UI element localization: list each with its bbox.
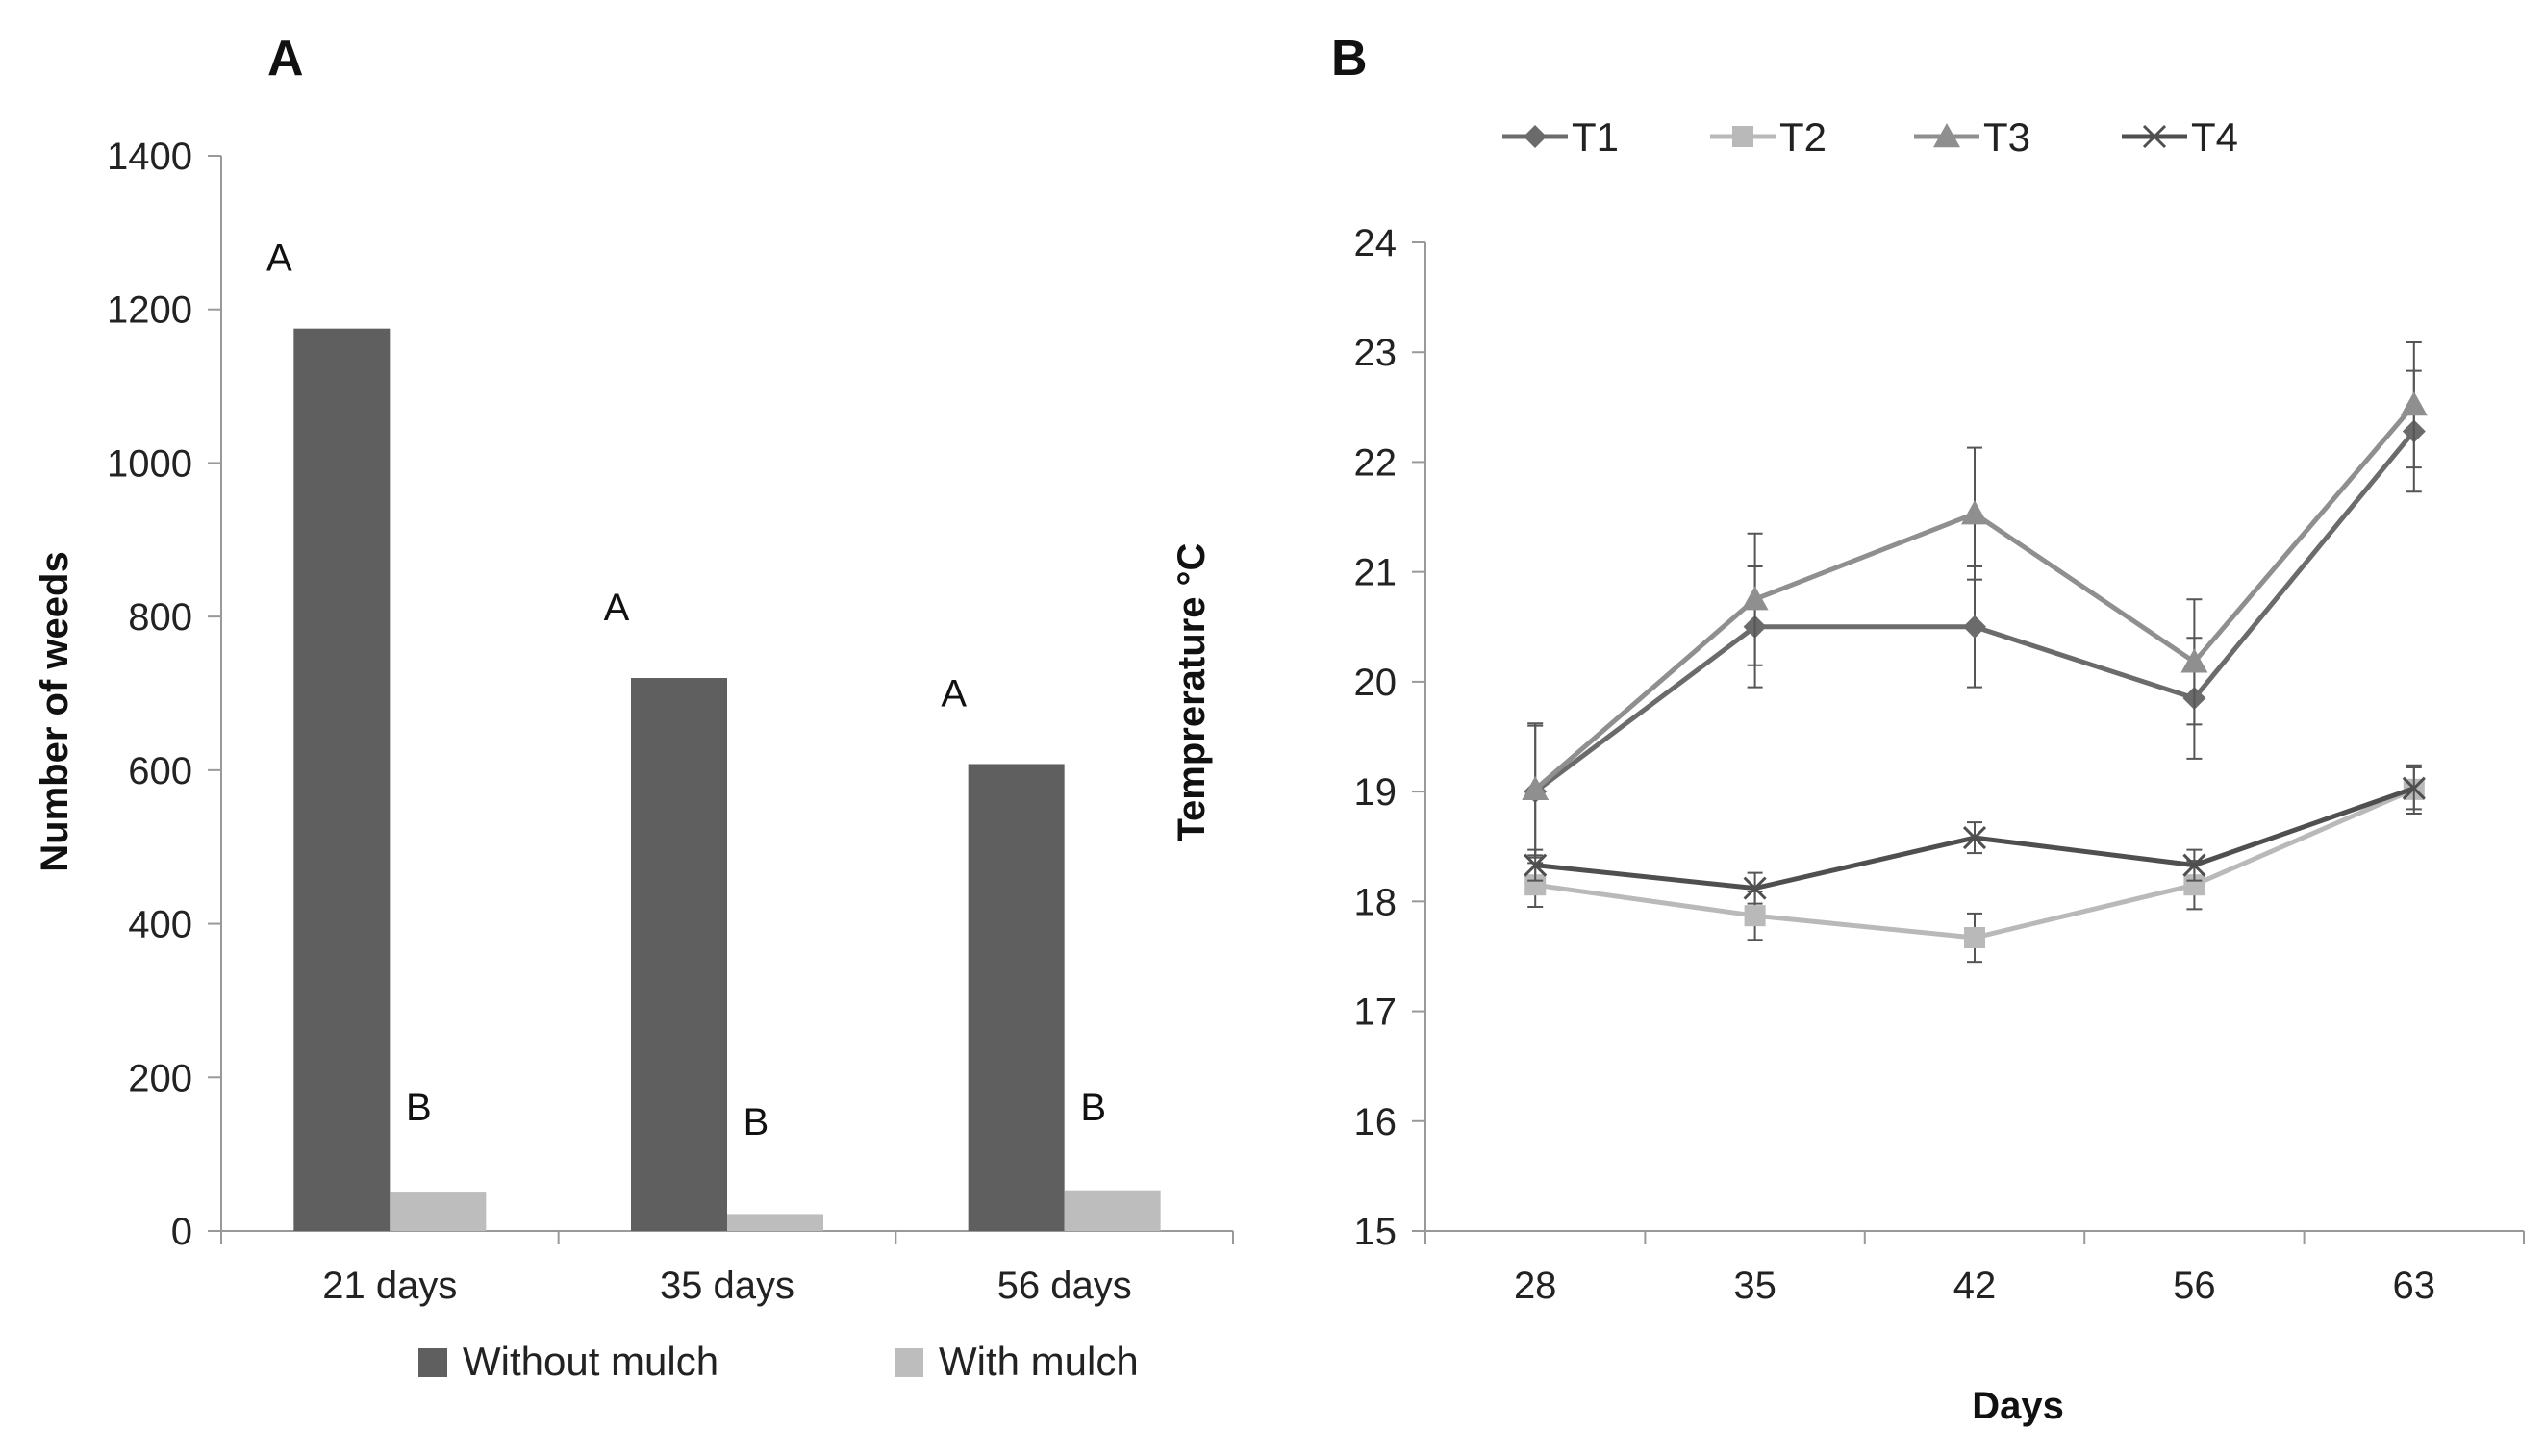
panel-a-legend: Without mulch With mulch (418, 1339, 1139, 1384)
panel-b-marker-diamond (1524, 125, 1547, 148)
panel-b-y-tick-label: 15 (1354, 1211, 1398, 1253)
panel-a-bar-without-mulch (293, 328, 391, 1231)
panel-a-y-tick-label: 600 (128, 750, 192, 792)
panel-b-y-tick-label: 23 (1354, 332, 1398, 374)
panel-b-marker-triangle (1741, 586, 1769, 611)
panel-b-marker-x (1743, 876, 1767, 900)
panel-b-y-tick-label: 20 (1354, 662, 1398, 704)
panel-b-x-tick-label: 56 (2173, 1265, 2216, 1307)
panel-b-marker-triangle (2180, 648, 2208, 673)
panel-b-marker-triangle (2400, 391, 2428, 416)
panel-a-bar-chart: A Number of weeds 0 200 400 600 800 1000 1200 1… (34, 31, 1234, 1384)
panel-b-line-chart: B Temprerature °C Days 15 16 17 18 19 20 21 22 2… (1171, 31, 2525, 1427)
panel-a-significance-letter: A (941, 672, 967, 715)
panel-b-series (1522, 340, 2428, 964)
panel-b-series-t4 (1524, 766, 2426, 905)
panel-a-y-axis-title: Number of weeds (34, 551, 76, 871)
panel-a-significance-letter: B (743, 1101, 769, 1143)
panel-a-y-tick-label: 400 (128, 904, 192, 946)
panel-a-bar-with-mulch (727, 1214, 823, 1231)
panel-b-x-tick-label: 63 (2393, 1265, 2436, 1307)
panel-b-legend-label: T2 (1779, 114, 1827, 160)
panel-a-legend-label: With mulch (939, 1339, 1139, 1384)
panel-a-legend-swatch (418, 1348, 447, 1377)
panel-a-axes: 0 200 400 600 800 1000 1200 1400 21 days 35 days 5… (107, 136, 1234, 1307)
panel-a-x-tick-label: 21 days (322, 1265, 457, 1307)
panel-b-series-t3 (1522, 340, 2428, 857)
panel-a-significance-letter: A (604, 587, 630, 629)
panel-b-x-tick-label: 42 (1953, 1265, 1997, 1307)
panel-b-marker-x (2182, 853, 2206, 877)
panel-a-significance-letter: A (266, 238, 292, 280)
panel-b-marker-x (2142, 124, 2167, 149)
panel-b-legend: T1 T2 T3 T4 (1502, 114, 2238, 160)
panel-b-legend-label: T1 (1572, 114, 1619, 160)
panel-a-bar-with-mulch (1064, 1190, 1161, 1231)
panel-b-series-t1 (1524, 369, 2426, 859)
panel-b-legend-label: T3 (1983, 114, 2030, 160)
panel-b-marker-triangle (1522, 775, 1550, 801)
panel-a-y-tick-label: 1200 (107, 289, 192, 332)
panel-a-y-tick-label: 1000 (107, 442, 192, 485)
panel-b-y-axis-title: Temprerature °C (1171, 543, 1213, 842)
panel-b-marker-triangle (1933, 123, 1960, 148)
panel-b-marker-x (1524, 853, 1548, 877)
panel-b-marker-square (1964, 927, 1985, 949)
panel-b-y-tick-label: 24 (1354, 222, 1398, 264)
panel-a-bar-with-mulch (390, 1192, 487, 1231)
panel-a-significance-letter: B (1080, 1087, 1106, 1129)
panel-b-x-tick-label: 35 (1733, 1265, 1776, 1307)
panel-b-y-tick-label: 19 (1354, 771, 1398, 814)
panel-b-y-tick-label: 16 (1354, 1101, 1398, 1143)
panel-a-bar-without-mulch (968, 764, 1065, 1231)
panel-a-y-tick-label: 200 (128, 1057, 192, 1099)
panel-b-marker-square (1732, 126, 1753, 147)
panel-b-y-tick-label: 22 (1354, 441, 1398, 484)
panel-b-marker-x (2402, 776, 2426, 800)
panel-a-legend-label: Without mulch (463, 1339, 718, 1384)
panel-b-label: B (1331, 31, 1368, 87)
panel-b-y-tick-label: 17 (1354, 992, 1398, 1034)
panel-b-marker-square (1744, 905, 1766, 927)
panel-b-marker-triangle (1961, 500, 1988, 525)
panel-a-x-tick-label: 35 days (660, 1265, 794, 1307)
panel-b-x-axis-title: Days (1972, 1385, 2064, 1427)
panel-a-y-tick-label: 800 (128, 596, 192, 639)
panel-a-x-tick-label: 56 days (997, 1265, 1132, 1307)
panel-b-y-tick-label: 18 (1354, 881, 1398, 923)
panel-b-series-t2 (1524, 764, 2425, 964)
panel-b-legend-label: T4 (2191, 114, 2238, 160)
panel-a-significance-letter: B (406, 1087, 432, 1129)
panel-b-axes: 15 16 17 18 19 20 21 22 23 24 28 35 42 56 63 (1354, 222, 2525, 1307)
panel-a-label: A (267, 31, 304, 87)
panel-b-x-tick-label: 28 (1514, 1265, 1557, 1307)
panel-a-legend-swatch (895, 1348, 923, 1377)
panel-a-y-tick-label: 0 (171, 1211, 192, 1253)
panel-b-marker-x (1962, 826, 1987, 850)
panel-a-bars: A A A B B B (266, 238, 1161, 1231)
panel-b-y-tick-label: 21 (1354, 552, 1398, 594)
panel-a-bar-without-mulch (631, 678, 727, 1231)
panel-a-y-tick-label: 1400 (107, 136, 192, 178)
panel-b-marker-diamond (1963, 615, 1986, 639)
